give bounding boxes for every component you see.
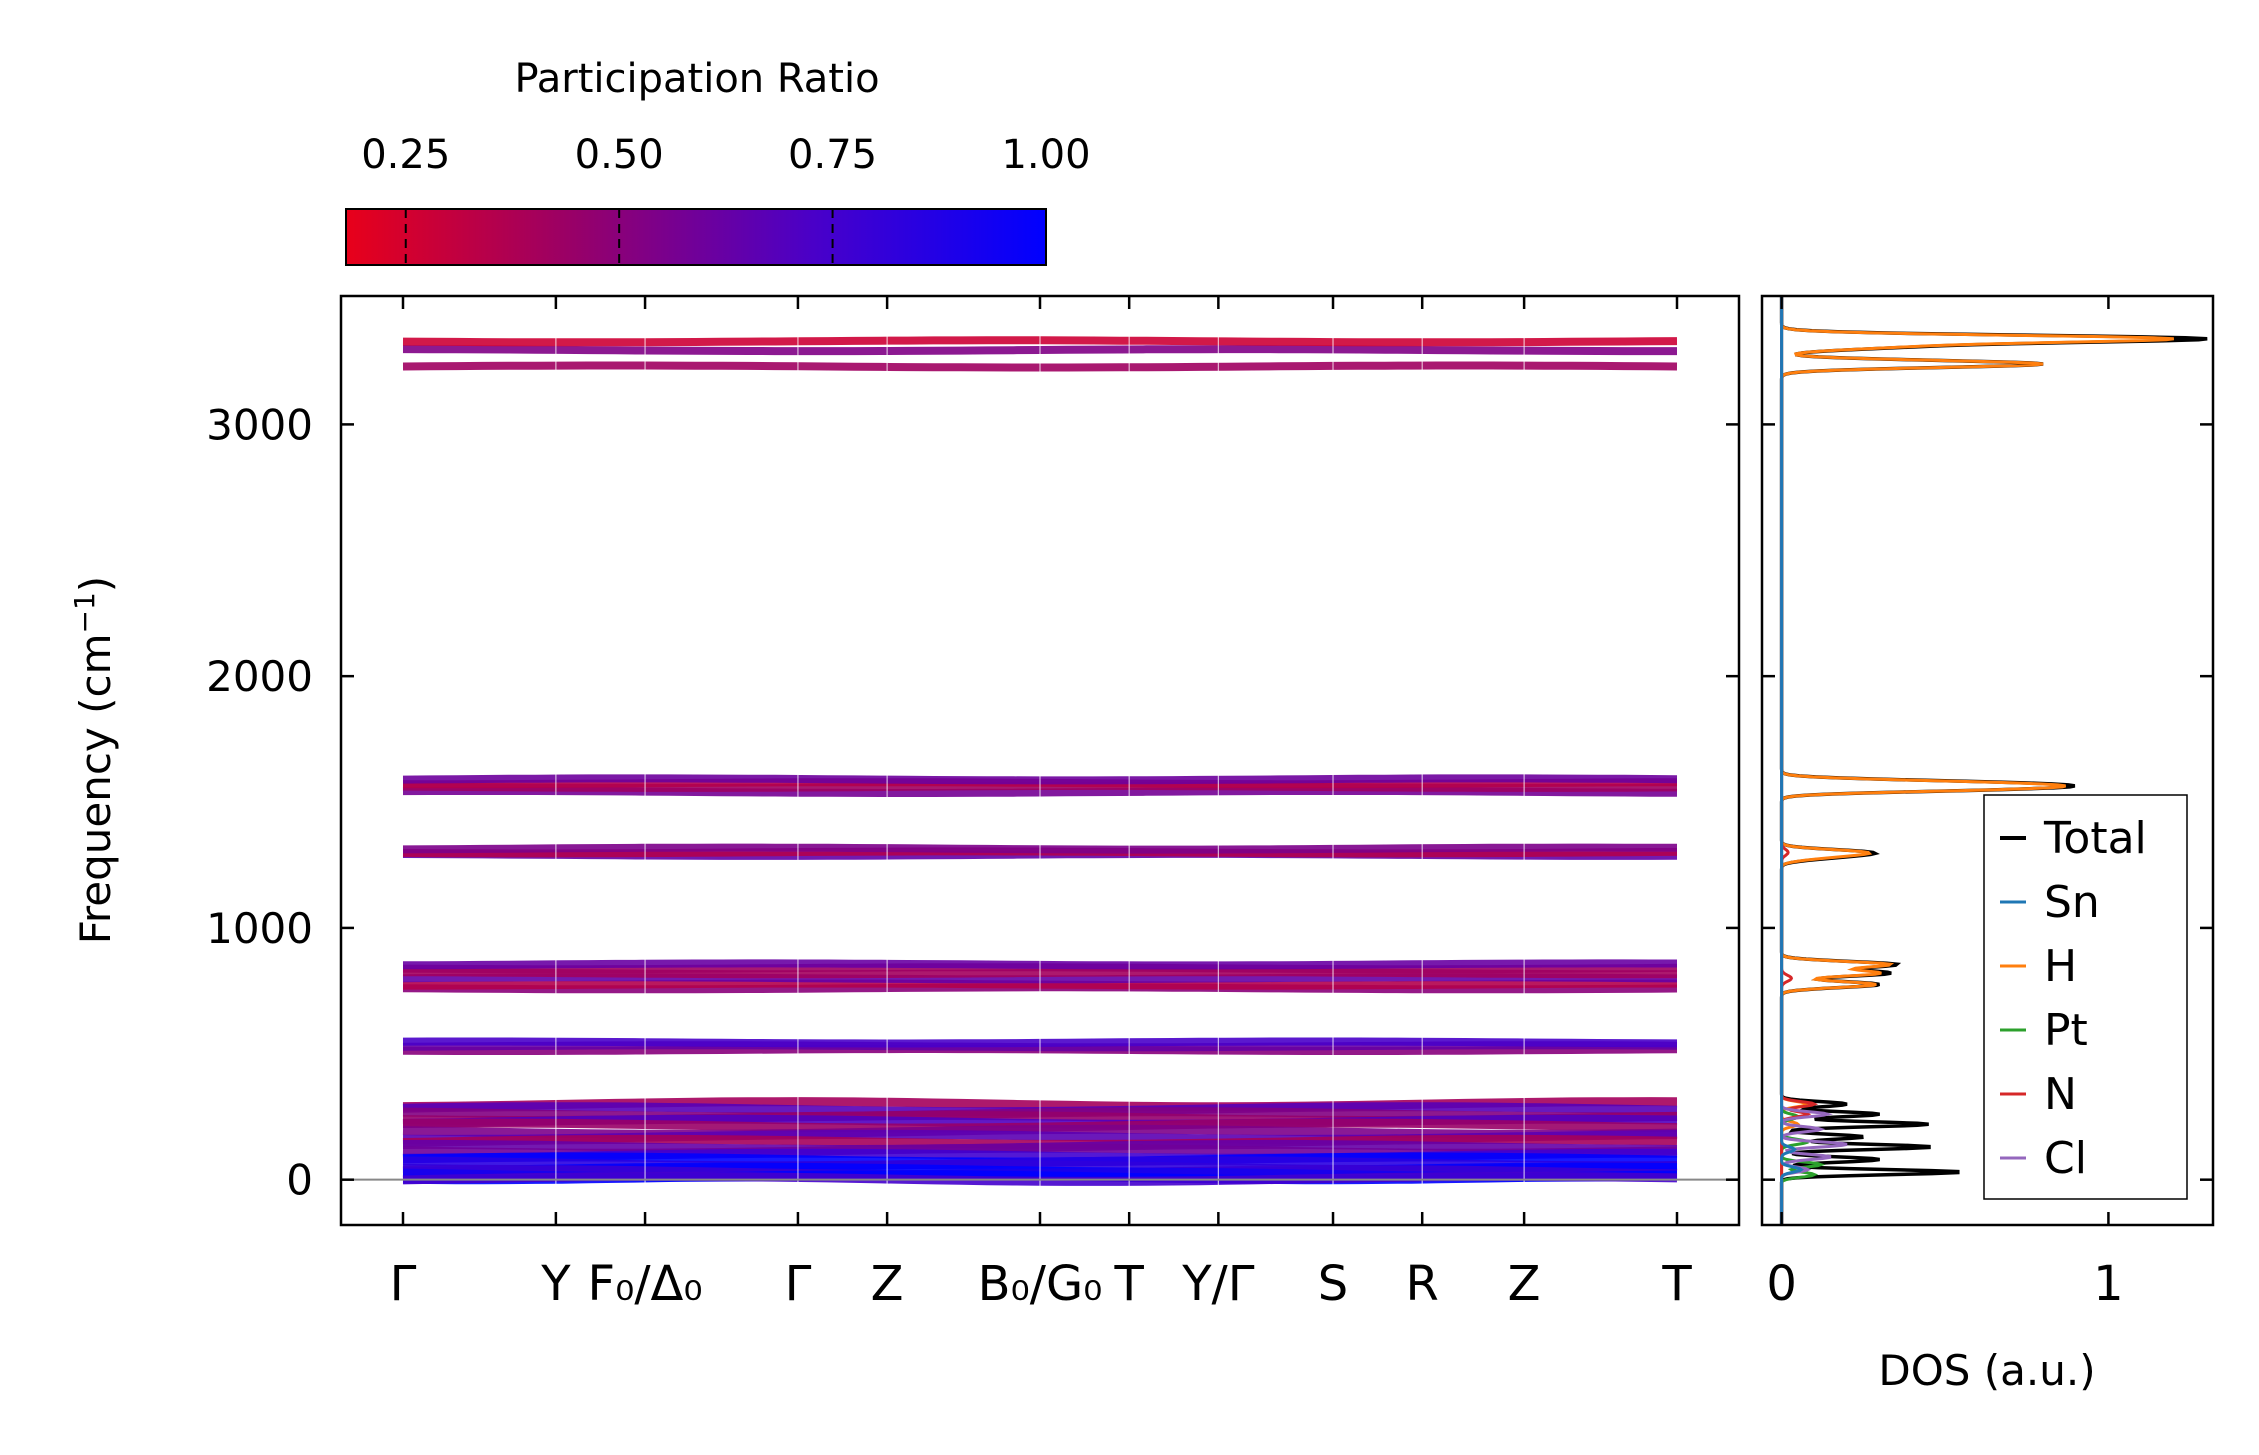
band-y-axis: 0 1000 2000 3000 xyxy=(206,400,1739,1205)
kpoint-label: R xyxy=(1406,1256,1439,1312)
dos-x-tick-label: 0 xyxy=(1766,1256,1797,1312)
kpoint-label: B₀/G₀ xyxy=(978,1256,1103,1312)
dos-axes-frame xyxy=(1760,294,2215,1227)
legend-label-h: H xyxy=(2044,941,2077,992)
kpoint-label: T xyxy=(1661,1256,1692,1312)
colorbar-tick-label: 1.00 xyxy=(1001,132,1090,178)
legend-label-sn: Sn xyxy=(2044,877,2100,928)
y-tick-label: 0 xyxy=(286,1156,313,1205)
legend-label-pt: Pt xyxy=(2044,1005,2088,1056)
colorbar-tick-label: 0.50 xyxy=(575,132,664,178)
y-axis-label: Frequency (cm−1) xyxy=(68,576,120,944)
kpoint-label: Γ xyxy=(785,1256,812,1312)
y-tick-label: 2000 xyxy=(206,652,313,701)
dos-curve-cl xyxy=(1780,296,1848,1225)
dos-curve-pt xyxy=(1780,296,1826,1225)
kpoint-label: Z xyxy=(871,1256,904,1312)
kpoint-label: Γ xyxy=(390,1256,417,1312)
kpoint-label: F₀/Δ₀ xyxy=(588,1256,703,1312)
colorbar: Participation Ratio 0.25 0.50 0.75 1.00 xyxy=(345,56,1091,266)
colorbar-label: Participation Ratio xyxy=(514,56,879,102)
dos-legend: Total Sn H Pt N Cl xyxy=(1983,794,2188,1200)
y-tick-label: 3000 xyxy=(206,400,313,449)
colorbar-gradient xyxy=(345,208,1047,266)
legend-label-cl: Cl xyxy=(2044,1133,2087,1184)
colorbar-tick-label: 0.75 xyxy=(788,132,877,178)
y-tick-label: 1000 xyxy=(206,904,313,953)
legend-label-total: Total xyxy=(2043,813,2147,864)
legend-frame xyxy=(1983,794,2188,1200)
kpoint-label: S xyxy=(1318,1256,1348,1312)
kpoint-label: T xyxy=(1114,1256,1145,1312)
dos-x-axis-label: DOS (a.u.) xyxy=(1878,1346,2095,1395)
kpoint-label: Z xyxy=(1508,1256,1541,1312)
dos-curve-n xyxy=(1780,296,1819,1225)
dos-curve-sn xyxy=(1780,296,1804,1225)
colorbar-ticks: 0.25 0.50 0.75 1.00 xyxy=(361,132,1091,265)
kpath-separators xyxy=(555,296,1525,1225)
dos-x-tick-label: 1 xyxy=(2093,1256,2124,1312)
kpoint-label: Y/Γ xyxy=(1181,1256,1254,1312)
band-x-axis: Γ Y F₀/Δ₀ Γ Z B₀/G₀ T Y/Γ S R Z T xyxy=(390,296,1692,1312)
kpoint-label: Y xyxy=(540,1256,571,1312)
legend-entries: Total Sn H Pt N Cl xyxy=(2000,813,2147,1184)
dos-curves xyxy=(1779,296,2208,1225)
legend-label-n: N xyxy=(2044,1069,2077,1120)
colorbar-tick-label: 0.25 xyxy=(361,132,450,178)
